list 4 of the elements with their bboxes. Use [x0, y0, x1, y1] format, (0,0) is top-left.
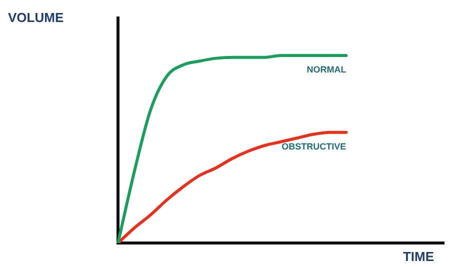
x-axis-title: TIME	[402, 249, 434, 264]
series-label: OBSTRUCTIVE	[282, 141, 346, 152]
y-axis-title: VOLUME	[8, 10, 64, 26]
series-label: NORMAL	[306, 64, 347, 74]
